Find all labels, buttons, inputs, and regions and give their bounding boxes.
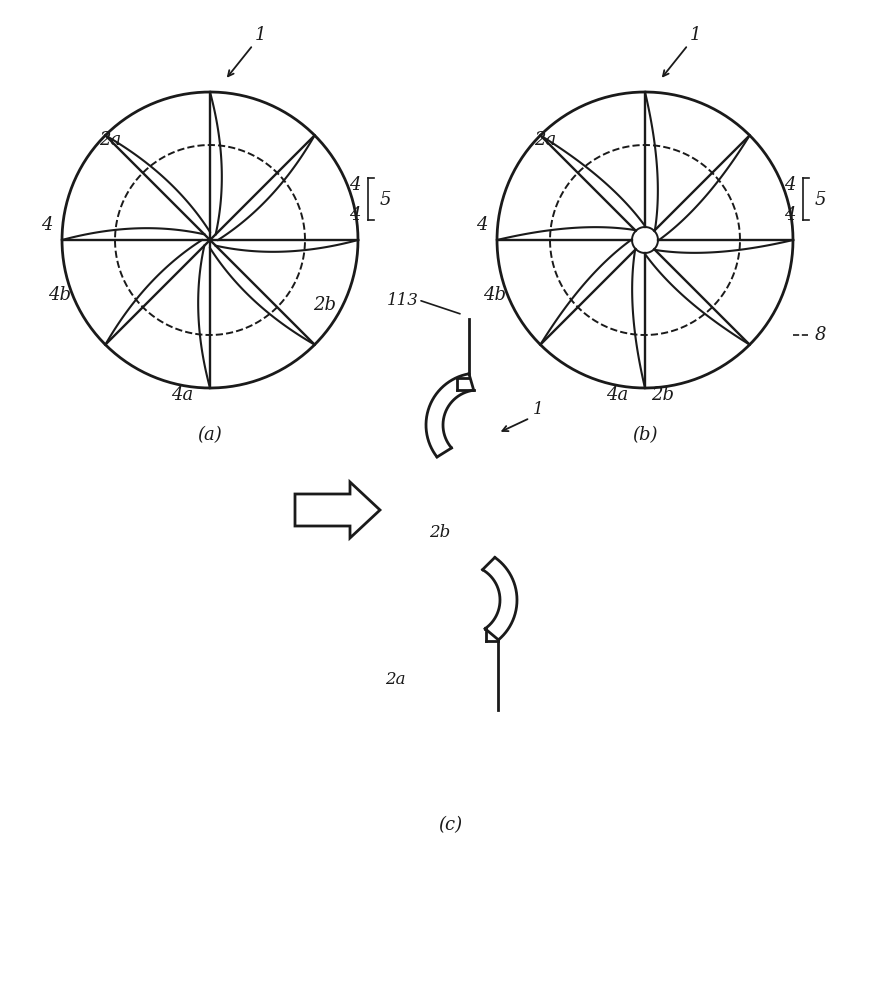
Text: 5: 5 (814, 191, 826, 209)
Text: 1: 1 (689, 26, 700, 44)
Text: 4: 4 (784, 176, 796, 194)
Text: 4: 4 (349, 176, 361, 194)
Text: 8: 8 (814, 326, 826, 344)
Text: 1: 1 (255, 26, 266, 44)
Text: 2b: 2b (652, 386, 674, 404)
Text: 4: 4 (784, 206, 796, 224)
Text: (b): (b) (633, 426, 658, 444)
Text: 2a: 2a (385, 671, 405, 688)
Text: 2b: 2b (314, 296, 336, 314)
Text: 5: 5 (379, 191, 391, 209)
Text: (a): (a) (197, 426, 222, 444)
Text: 1: 1 (533, 401, 543, 418)
Text: 4: 4 (41, 216, 53, 234)
Text: 4a: 4a (171, 386, 193, 404)
Text: 2b: 2b (429, 524, 451, 541)
Text: 2a: 2a (534, 131, 556, 149)
Text: 113: 113 (387, 292, 419, 309)
Text: 4: 4 (476, 216, 488, 234)
Text: 4a: 4a (606, 386, 628, 404)
Text: 4b: 4b (49, 286, 71, 304)
Text: (c): (c) (438, 816, 462, 834)
Text: 4: 4 (349, 206, 361, 224)
Text: 2a: 2a (99, 131, 121, 149)
Text: 4b: 4b (483, 286, 507, 304)
